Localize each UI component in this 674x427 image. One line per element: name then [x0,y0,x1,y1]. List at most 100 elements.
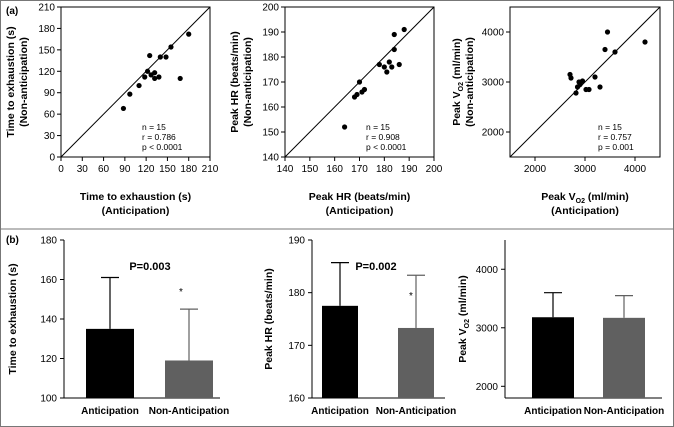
data-point [573,90,579,96]
identity-line [60,6,211,158]
data-point [152,75,158,82]
data-point [389,64,395,70]
y-tick-label: 150 [38,45,55,56]
x-tick-label: 120 [138,164,155,175]
identity-line [509,6,661,158]
y-tick-label: 120 [38,67,55,78]
y-tick-label: 100 [40,394,57,405]
y-tick-label: 170 [262,78,279,89]
stat-line: p < 0.0001 [142,142,183,152]
x-tick-label: 4000 [624,164,647,175]
stat-line: r = 0.786 [142,132,176,142]
x-axis-subtitle: (Anticipation) [326,205,394,217]
panel-b-label: (b) [6,235,19,246]
data-point [384,69,390,75]
data-point [186,31,192,37]
panel-a-label: (a) [6,6,18,17]
x-axis-subtitle: (Anticipation) [551,205,619,217]
data-point [136,82,142,89]
category-label: Anticipation [81,406,139,417]
data-point [144,68,151,74]
bar [532,317,574,398]
y-tick-label: 2000 [476,382,499,393]
data-point [604,29,611,35]
stat-line: r = 0.757 [598,132,632,142]
bar [86,328,134,398]
y-tick-label: 180 [38,24,55,35]
x-axis-title: Peak VO2 (ml/min) [541,191,629,205]
x-tick-label: 150 [159,164,176,175]
y-axis-title: Peak VO2 (ml/min) [451,38,465,126]
category-label: Non-Anticipation [149,406,230,417]
x-tick-label: 200 [426,164,443,175]
y-tick-label: 210 [38,3,55,14]
data-point [586,86,592,93]
y-tick-label: 190 [262,28,279,39]
x-tick-label: 160 [326,164,343,175]
stat-line: p < 0.0001 [366,142,407,152]
category-label: Anticipation [311,406,369,417]
x-tick-label: 210 [202,164,219,175]
x-tick-label: 150 [301,164,318,175]
stat-line: n = 15 [142,122,166,132]
data-point [386,59,392,65]
bar [398,327,434,398]
y-tick-label: 30 [44,131,56,142]
y-axis-subtitle: (Non-anticipation) [464,37,476,127]
data-point [156,74,162,80]
stat-line: r = 0.908 [366,132,400,142]
y-tick-label: 180 [262,53,279,64]
data-point [356,79,363,85]
y-axis-title: Peak VO2 (ml/min) [457,275,471,363]
x-tick-label: 2000 [524,164,547,175]
data-point [396,61,402,68]
x-tick-label: 30 [77,164,89,175]
significance-label: P=0.003 [129,261,170,273]
bar [322,305,358,398]
x-axis-title: Peak HR (beats/min) [309,191,411,203]
data-point [376,61,382,68]
data-point [157,54,163,60]
category-label: Anticipation [524,406,582,417]
y-tick-label: 180 [40,236,57,247]
x-tick-label: 90 [119,164,131,175]
data-point [354,91,360,98]
data-point [361,86,368,93]
y-tick-label: 140 [40,315,57,326]
y-axis-title: Time to exhaustion (s) [5,26,17,137]
category-label: Non-Anticipation [584,406,665,417]
x-tick-label: 180 [180,164,197,175]
y-tick-label: 2000 [482,128,505,139]
x-tick-label: 60 [98,164,110,175]
data-point [127,91,133,97]
stat-line: n = 15 [366,122,390,132]
y-axis-subtitle: (Non-anticipation) [18,37,30,127]
y-axis-subtitle: (Non-anticipation) [242,37,254,127]
stat-line: n = 15 [598,122,622,132]
data-point [579,78,586,84]
y-tick-label: 160 [262,103,279,114]
scatter-peak-vo2: 2000 3000 4000 2000 3000 4000 n = 15r = 0.757p… [451,6,661,217]
y-tick-label: 170 [288,341,305,352]
y-tick-label: 150 [262,128,279,139]
significance-label: P=0.002 [355,261,396,273]
data-point [401,26,407,33]
y-tick-label: 120 [40,354,57,365]
bar-peak-hr: 160 170 180 190 Anticipation Non-Anticipation… [263,236,456,418]
category-label: Non-Anticipation [376,406,457,417]
significance-star: * [179,287,183,298]
x-tick-label: 3000 [574,164,597,175]
data-point [177,75,183,82]
bar-peak-vo2: 2000 3000 4000 Anticipation Non-Anticipation… [457,240,664,417]
y-tick-label: 200 [262,3,279,14]
y-tick-label: 4000 [476,265,499,276]
y-tick-label: 180 [288,288,305,299]
scatter-time-to-exhaustion: 0 30 60 90 120 150 180 210 0 30 60 90 120 150 180 210 n … [5,3,219,218]
scatter-peak-hr: 140 150 160 170 180 190 200 140 150 160 170 180 190 2… [229,3,443,218]
x-tick-label: 170 [351,164,368,175]
x-tick-label: 140 [277,164,294,175]
plot-frame [60,6,211,158]
data-point [612,49,618,55]
data-point [342,124,348,130]
x-axis-subtitle: (Anticipation) [102,205,170,217]
